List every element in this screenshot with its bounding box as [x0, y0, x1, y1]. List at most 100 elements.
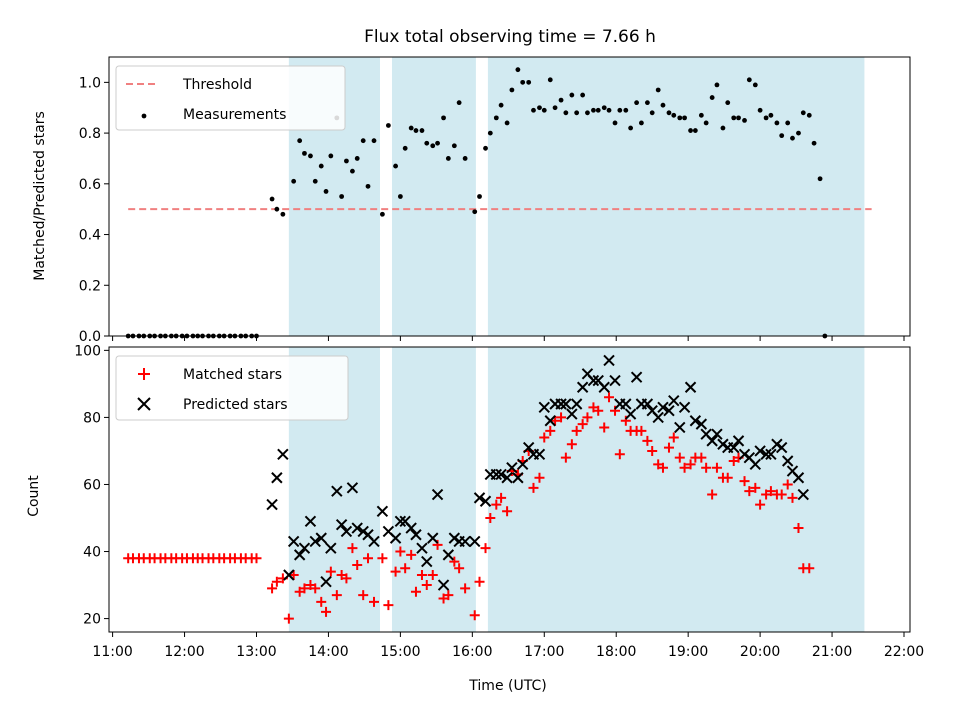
- bottom-series-matched-stars: [123, 392, 815, 624]
- measurement-point: [419, 128, 425, 133]
- matched-star-marker: [804, 563, 815, 574]
- matched-star-marker: [299, 583, 310, 594]
- measurement-point: [688, 128, 693, 133]
- predicted-star-marker: [620, 398, 632, 410]
- x-tick-label: 15:00: [380, 644, 420, 660]
- measurement-point: [768, 112, 774, 118]
- matched-star-marker: [674, 452, 685, 463]
- measurement-point: [591, 107, 596, 113]
- measurement-point: [385, 123, 391, 128]
- matched-star-marker: [679, 462, 690, 473]
- predicted-star-marker: [421, 555, 433, 568]
- matched-star-marker: [793, 523, 804, 534]
- predicted-star-marker: [410, 529, 422, 541]
- predicted-star-marker: [663, 404, 675, 417]
- matched-star-marker: [449, 556, 460, 567]
- legend-label: Predicted stars: [183, 397, 288, 413]
- predicted-star-marker: [781, 455, 794, 467]
- predicted-star-marker: [335, 518, 348, 531]
- matched-star-marker: [722, 472, 733, 483]
- measurement-point: [379, 211, 385, 217]
- measurement-point: [606, 107, 612, 113]
- predicted-star-marker: [351, 522, 363, 534]
- measurement-point: [487, 130, 493, 136]
- measurement-point: [520, 79, 526, 85]
- top-panel: 0.0 0.2 0.4 0.6 0.8 1.0 Threshold Measurements: [79, 56, 911, 345]
- matched-star-marker: [755, 499, 766, 510]
- matched-star-marker: [358, 590, 369, 601]
- bottom-y-tick-label: 40: [83, 545, 101, 561]
- predicted-star-marker: [538, 401, 550, 414]
- predicted-star-marker: [376, 505, 389, 518]
- predicted-star-marker: [728, 441, 740, 454]
- measurement-point: [344, 158, 349, 164]
- predicted-star-marker: [442, 549, 455, 561]
- predicted-star-marker: [668, 394, 680, 407]
- predicted-star-marker: [570, 398, 583, 410]
- matched-star-marker: [711, 462, 722, 473]
- predicted-star-marker: [544, 415, 556, 427]
- matched-star-marker: [545, 425, 556, 436]
- matched-star-marker: [421, 580, 432, 591]
- predicted-star-marker: [566, 408, 578, 420]
- measurement-point: [328, 153, 334, 159]
- predicted-star-marker: [754, 445, 766, 457]
- matched-star-marker: [395, 546, 406, 557]
- predicted-star-marker: [771, 438, 783, 450]
- matched-star-marker: [369, 596, 380, 607]
- predicted-star-marker: [506, 461, 518, 474]
- predicted-star-marker: [266, 498, 278, 511]
- predicted-star-marker: [437, 579, 450, 591]
- measurement-point: [424, 140, 430, 146]
- measurement-point: [757, 107, 763, 113]
- matched-star-marker: [427, 570, 438, 580]
- measurement-point: [580, 92, 586, 98]
- matched-star-marker: [469, 610, 480, 621]
- predicted-star-marker: [315, 532, 327, 544]
- bottom-shaded-interval-1: [391, 347, 476, 632]
- measurement-point: [671, 112, 677, 118]
- matched-star-marker: [765, 486, 776, 497]
- measurement-point: [462, 156, 468, 161]
- matched-star-marker: [782, 479, 793, 490]
- measurement-point: [698, 112, 704, 118]
- predicted-star-marker: [431, 488, 444, 501]
- predicted-star-marker: [298, 542, 311, 554]
- top-y-tick-label: 0.4: [79, 228, 101, 244]
- predicted-star-marker: [689, 415, 702, 427]
- measurement-point: [274, 206, 280, 212]
- predicted-star-marker: [706, 435, 718, 447]
- measurement-point: [526, 79, 532, 85]
- measurement-point: [574, 110, 580, 116]
- matched-star-marker: [474, 576, 485, 587]
- matched-star-marker: [696, 452, 707, 463]
- matched-star-marker: [383, 600, 394, 611]
- measurement-point: [709, 95, 715, 100]
- matched-star-marker: [642, 435, 653, 446]
- measurement-point: [451, 143, 457, 149]
- measurement-point: [269, 196, 275, 202]
- legend-label: Matched stars: [183, 367, 282, 383]
- matched-star-marker: [776, 489, 787, 500]
- top-shaded-interval-2: [487, 57, 865, 336]
- matched-star-marker: [701, 462, 712, 473]
- measurement-point: [339, 194, 345, 199]
- predicted-star-marker: [695, 418, 708, 430]
- measurement-point: [623, 107, 629, 113]
- predicted-star-marker: [271, 472, 283, 484]
- predicted-star-marker: [657, 401, 669, 414]
- matched-star-marker: [377, 553, 388, 564]
- measurement-point: [725, 100, 731, 106]
- measurement-point: [779, 133, 785, 139]
- legend-label: Measurements: [183, 107, 286, 123]
- top-series-measurements: [125, 67, 828, 339]
- measurement-point: [552, 105, 558, 111]
- measurement-point: [660, 102, 666, 108]
- measurement-point: [796, 130, 801, 136]
- matched-star-marker: [668, 432, 679, 443]
- measurement-point: [785, 120, 791, 126]
- matched-star-marker: [614, 449, 625, 460]
- measurement-point: [360, 138, 366, 144]
- predicted-star-marker: [427, 532, 439, 544]
- measurement-point: [537, 105, 542, 111]
